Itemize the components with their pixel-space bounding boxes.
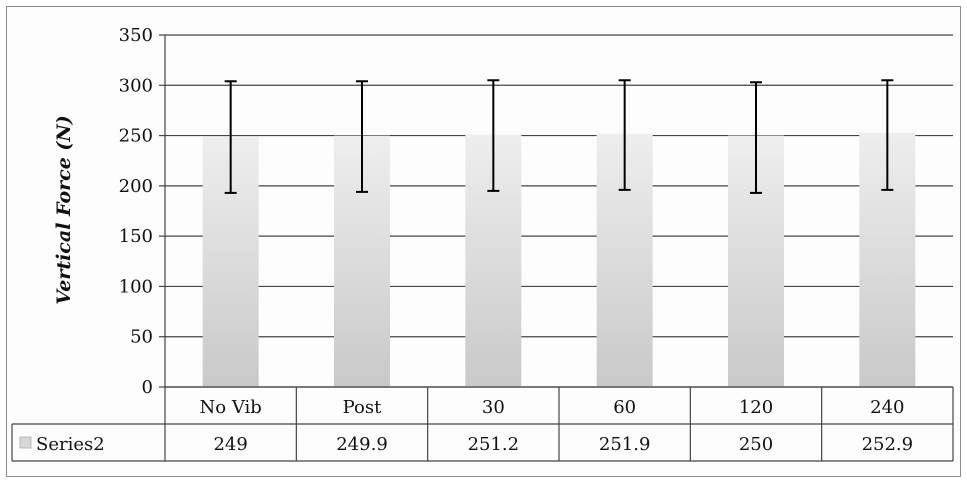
category-label: No Vib xyxy=(200,397,262,418)
category-label: 60 xyxy=(613,397,636,418)
y-tick-label: 50 xyxy=(130,327,153,348)
data-value-label: 250 xyxy=(739,434,773,455)
y-axis-label: Vertical Force (N) xyxy=(53,115,75,305)
y-tick-label: 150 xyxy=(119,226,153,247)
data-value-label: 252.9 xyxy=(862,434,914,455)
y-tick-label: 350 xyxy=(119,25,153,46)
category-label: 30 xyxy=(482,397,505,418)
data-value-label: 249.9 xyxy=(336,434,388,455)
data-value-label: 251.2 xyxy=(468,434,520,455)
data-value-label: 249 xyxy=(213,434,247,455)
category-label: 240 xyxy=(870,397,904,418)
legend-series-name: Series2 xyxy=(36,434,105,455)
data-table: No Vib Post 30 60 120 240 Series2 249 249.9 251.2… xyxy=(11,386,954,462)
y-tick-label: 300 xyxy=(119,75,153,96)
category-label: 120 xyxy=(739,397,773,418)
y-axis: 0 50 100 150 200 250 300 350 xyxy=(119,25,166,398)
data-value-label: 251.9 xyxy=(599,434,651,455)
y-tick-label: 0 xyxy=(142,377,153,398)
category-label: Post xyxy=(343,397,382,418)
y-tick-label: 250 xyxy=(119,126,153,147)
bars xyxy=(202,132,916,387)
y-tick-label: 100 xyxy=(119,276,153,297)
gridlines xyxy=(165,34,953,388)
y-tick-label: 200 xyxy=(119,176,153,197)
error-bars xyxy=(224,79,894,194)
legend-key xyxy=(19,436,32,449)
